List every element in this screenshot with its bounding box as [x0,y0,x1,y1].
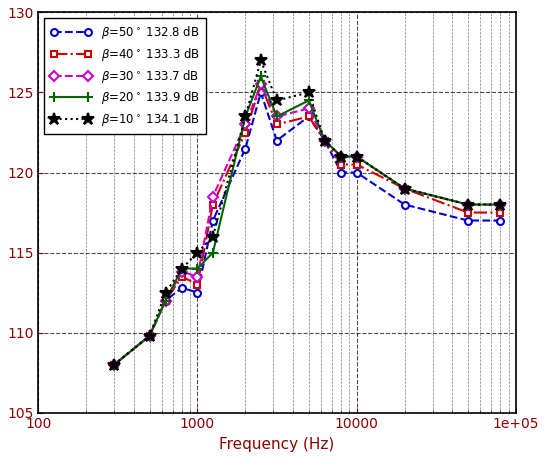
X-axis label: Frequency (Hz): Frequency (Hz) [219,437,335,452]
Legend: $\beta$=50$^\circ$ 132.8 dB, $\beta$=40$^\circ$ 133.3 dB, $\beta$=30$^\circ$ 133: $\beta$=50$^\circ$ 132.8 dB, $\beta$=40$… [44,18,206,134]
